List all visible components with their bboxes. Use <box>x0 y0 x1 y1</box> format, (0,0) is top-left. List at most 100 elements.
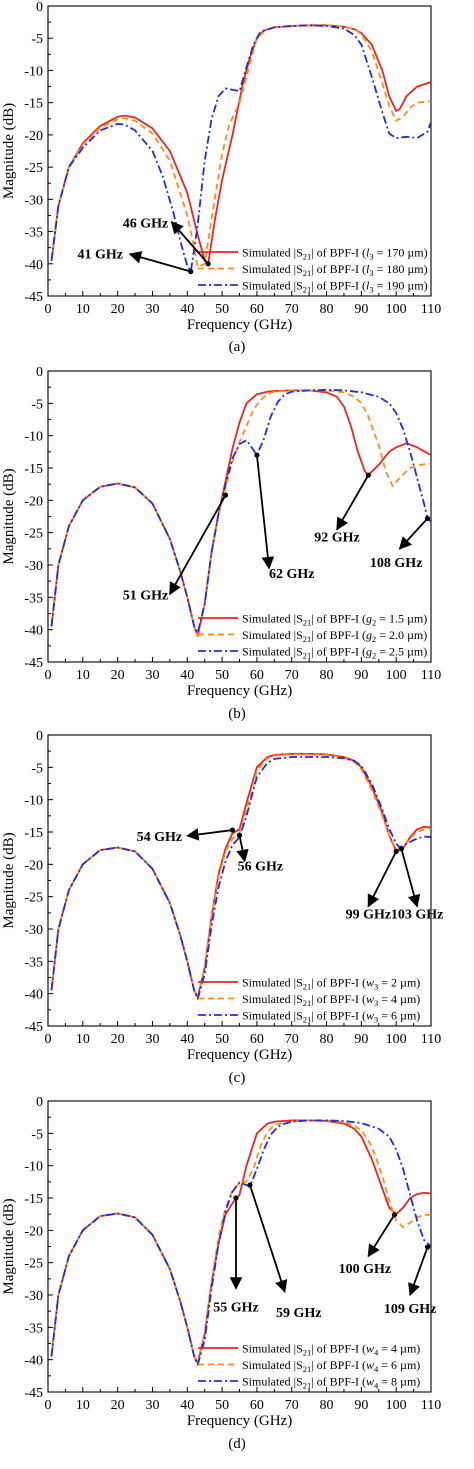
panel-b-legend-entry-1: Simulated |S21| of BPF-I (g2 = 1.5 µm) <box>242 612 427 628</box>
panel-d-annotation-label-2: 59 GHz <box>276 1306 322 1321</box>
panel-d-legend-text-part: = 6 µm) <box>378 1358 420 1372</box>
panel-c-legend-entry-1: Simulated |S21| of BPF-I (w3 = 2 µm) <box>242 976 420 992</box>
panel-b-x-tick-label: 60 <box>250 668 264 683</box>
panel-c-caption: (c) <box>228 1070 246 1086</box>
panel-c-series-3-line <box>50 756 431 1000</box>
panel-b-chart: 0 10 20 30 40 50 60 70 80 90 100 110 0 -5 -10 -15 -20 -25… <box>1 365 441 699</box>
panel-d-y-tick-label: -10 <box>24 1160 43 1175</box>
panel-b-annotation-marker-3 <box>365 472 371 478</box>
panel-b-x-tick-label: 110 <box>421 668 441 683</box>
panel-d-annotation-marker-2 <box>247 1182 253 1188</box>
panel-a-x-tick-label: 60 <box>250 302 264 317</box>
panel-b-legend-text-part: 2 <box>372 634 376 644</box>
panel-d-y-tick-label: -40 <box>24 1354 43 1369</box>
panel-a-legend-text-part: l <box>366 279 370 293</box>
panel-c-x-tick-label: 40 <box>180 1032 194 1047</box>
panel-a-x-tick-label: 70 <box>285 302 299 317</box>
panel-d-legend-text-part: | of BPF-I ( <box>311 1342 366 1356</box>
panel-d-y-tick-label: -30 <box>24 1289 43 1304</box>
panel-c-annotation-marker-4 <box>398 846 405 852</box>
panel-b-y-tick-label: -15 <box>24 462 43 477</box>
panel-b-annotation-arrow-1 <box>169 494 227 596</box>
panel-b-y-tick-label: -25 <box>24 527 43 542</box>
panel-d-legend-text-part: w <box>366 1375 374 1389</box>
panel-b-x-tick-label: 100 <box>386 668 407 683</box>
panel-d-legend-text-part: 4 <box>374 1381 379 1391</box>
panel-c-x-axis-label: Frequency (GHz) <box>187 1047 292 1063</box>
panel-a-x-tick-label: 90 <box>354 302 368 317</box>
panel-a-annotation-marker-1 <box>205 261 211 267</box>
panel-d-x-tick-label: 50 <box>215 1398 229 1413</box>
panel-a-legend-text-part: | of BPF-I ( <box>311 279 366 293</box>
panel-c-y-tick-label: -10 <box>24 794 43 809</box>
panel-c-annotation-marker-2 <box>236 832 243 838</box>
panel-d-x-tick-label: 110 <box>421 1398 441 1413</box>
panel-c-annotation-marker-1 <box>229 827 236 833</box>
panel-b-legend-text-part: g <box>366 612 372 626</box>
panel-c-y-tick-label: -35 <box>24 955 43 970</box>
panel-b-x-tick-label: 40 <box>180 668 194 683</box>
panel-a-legend-entry-1: Simulated |S21| of BPF-I (l3 = 170 µm) <box>242 246 428 262</box>
panel-a-legend-entry-2: Simulated |S21| of BPF-I (l3 = 180 µm) <box>242 262 428 278</box>
panel-d-legend-text-part: 4 <box>374 1348 379 1358</box>
panel-a-x-tick-label: 40 <box>180 302 194 317</box>
panel-b-x-tick-label: 80 <box>320 668 334 683</box>
panel-b-x-tick-label: 90 <box>354 668 368 683</box>
panel-d-caption: (d) <box>228 1436 246 1452</box>
panel-c-y-axis-label: Magnitude (dB) <box>1 832 17 928</box>
panel-a-x-tick-label: 50 <box>215 302 229 317</box>
panel-c-x-tick-label: 20 <box>111 1032 125 1047</box>
panel-a-annotation-arrow-1 <box>170 220 209 265</box>
panel-d-y-axis-label: Magnitude (dB) <box>1 1198 17 1294</box>
panel-c-annotation-marker-3 <box>393 848 399 855</box>
panel-b-y-tick-label: -10 <box>24 430 43 445</box>
panel-c-x-tick-label: 10 <box>76 1032 90 1047</box>
panel-a-legend-text-part: 21 <box>303 268 312 278</box>
panel-d-series-group <box>50 1119 431 1366</box>
panel-a-y-tick-label: -30 <box>24 193 43 208</box>
panel-b-x-axis-label: Frequency (GHz) <box>187 683 292 699</box>
panel-c-y-tick-label: -20 <box>24 858 43 873</box>
panel-c-x-tick-label: 100 <box>386 1032 407 1047</box>
panel-b-legend-text-part: 21 <box>303 651 312 661</box>
panel-b-legend-text-part: | of BPF-I ( <box>311 645 366 659</box>
panel-b-legend-text-part: 21 <box>303 634 312 644</box>
panel-b-annotation-label-4: 108 GHz <box>370 556 423 571</box>
panel-a-legend-text-part: | of BPF-I ( <box>311 262 366 276</box>
panel-c-legend-text-part: 3 <box>374 998 378 1008</box>
panel-b-y-tick-label: -30 <box>24 559 43 574</box>
panel-c-legend-text-part: | of BPF-I ( <box>311 1009 366 1023</box>
panel-a-legend-text-part: Simulated |S <box>242 246 303 260</box>
panel-b-annotation-label-2: 62 GHz <box>269 567 315 582</box>
panel-d-x-tick-label: 10 <box>76 1398 90 1413</box>
panel-d-legend-text-part: = 8 µm) <box>378 1375 420 1389</box>
panel-b-y-tick-label: -20 <box>24 494 43 509</box>
panel-a-legend-text-part: l <box>366 246 370 260</box>
panel-a-chart: 0 10 20 30 40 50 60 70 80 90 100 110 0 -5 -10 -15 -20 -25… <box>1 0 441 333</box>
panel-c-y-tick-label: -15 <box>24 826 43 841</box>
panel-b-x-tick-label: 50 <box>215 668 229 683</box>
panel-b-legend-text-part: 21 <box>303 618 312 628</box>
panel-d-series-3-line <box>50 1119 431 1366</box>
panel-c-legend-text-part: = 2 µm) <box>378 976 420 990</box>
panel-d-legend-text-part: Simulated |S <box>242 1342 303 1356</box>
panel-b-annotation-arrow-2 <box>256 454 275 570</box>
panel-b-legend-text-part: Simulated |S <box>242 612 303 626</box>
panel-a-y-tick-label: -5 <box>31 32 43 47</box>
panel-c-x-tick-label: 0 <box>45 1032 52 1047</box>
panel-a-legend-text-part: = 170 µm) <box>374 246 428 260</box>
panel-c-legend-text-part: 3 <box>374 982 378 992</box>
panel-a-legend-text-part: l <box>366 262 370 276</box>
panel-b-legend-entry-3: Simulated |S21| of BPF-I (g2 = 2.5 µm) <box>242 645 427 661</box>
panel-c-annotation-label-2: 56 GHz <box>238 860 284 875</box>
panel-a-series-group <box>50 24 431 273</box>
panel-b-legend-entry-2: Simulated |S21| of BPF-I (g2 = 2.0 µm) <box>242 628 427 644</box>
panel-b-legend-text-part: Simulated |S <box>242 628 303 642</box>
panel-b-x-tick-label: 20 <box>111 668 125 683</box>
panel-c-y-tick-label: -40 <box>24 988 43 1003</box>
panel-c-y-tick-label: -5 <box>31 761 43 776</box>
panel-d-x-tick-label: 20 <box>111 1398 125 1413</box>
panel-b-legend-text-part: = 2.0 µm) <box>376 628 427 642</box>
panel-d-annotation-marker-1 <box>233 1195 239 1201</box>
panel-d-y-tick-label: -35 <box>24 1321 43 1336</box>
